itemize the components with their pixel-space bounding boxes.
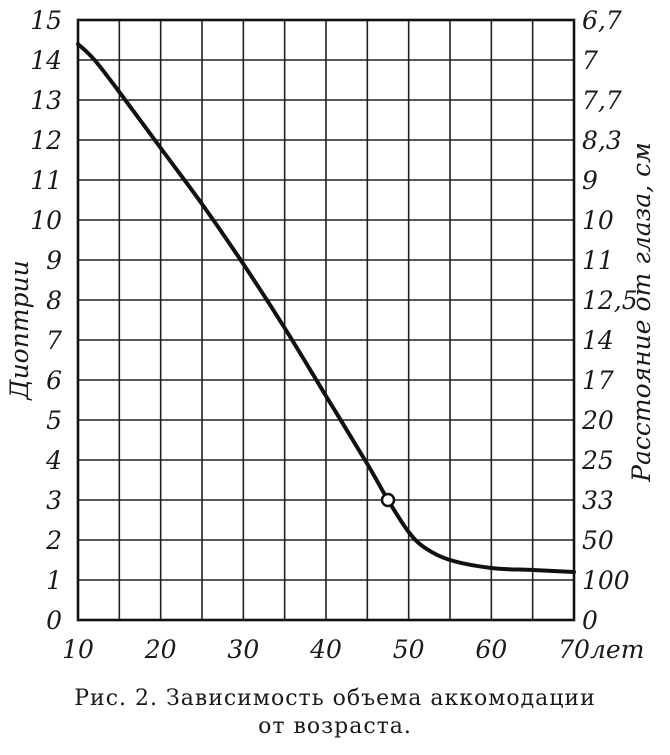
y-tick-label: 2 xyxy=(45,526,62,555)
y2-tick-label: 12,5 xyxy=(582,286,638,315)
y2-axis-label: Расстояние от глаза, см xyxy=(627,142,656,483)
x-tick-label: 50 xyxy=(393,635,425,664)
y-tick-label: 11 xyxy=(30,166,62,195)
y-tick-label: 5 xyxy=(46,406,62,435)
x-unit-label: лет xyxy=(590,635,644,664)
x-tick-label: 40 xyxy=(309,635,342,664)
grid xyxy=(78,20,574,620)
y2-tick-label: 11 xyxy=(582,246,614,275)
y2-tick-label: 50 xyxy=(582,526,614,555)
y2-tick-label: 14 xyxy=(582,326,614,355)
y-tick-label: 7 xyxy=(46,326,62,355)
y2-tick-label: 33 xyxy=(582,486,614,515)
y-tick-label: 1 xyxy=(46,566,62,595)
x-tick-label: 60 xyxy=(475,635,507,664)
y2-tick-label: 7,7 xyxy=(582,86,622,115)
y2-tick-label: 7 xyxy=(582,46,598,75)
y-tick-label: 0 xyxy=(46,606,62,635)
y-tick-label: 8 xyxy=(46,286,62,315)
y2-tick-label: 10 xyxy=(582,206,614,235)
y-tick-label: 15 xyxy=(30,6,62,35)
y2-tick-label: 0 xyxy=(582,606,598,635)
y-axis-label: Диоптрии xyxy=(5,260,34,401)
y2-tick-label: 8,3 xyxy=(582,126,622,155)
y-tick-label: 6 xyxy=(46,366,62,395)
y-tick-label: 3 xyxy=(46,486,62,515)
x-tick-label: 70 xyxy=(558,635,590,664)
figure-caption-line1: Рис. 2. Зависимость объема аккомодации xyxy=(74,686,596,711)
figure-caption-line2: от возраста. xyxy=(258,714,412,739)
y2-tick-label: 25 xyxy=(581,446,614,475)
y-tick-label: 14 xyxy=(30,46,62,75)
x-tick-labels: 10 20 30 40 50 60 70 xyxy=(62,635,590,664)
y-tick-label: 10 xyxy=(30,206,62,235)
y2-tick-label: 20 xyxy=(581,406,614,435)
x-tick-label: 10 xyxy=(62,635,94,664)
y-tick-label: 13 xyxy=(30,86,62,115)
x-tick-label: 30 xyxy=(227,635,259,664)
x-tick-label: 20 xyxy=(144,635,177,664)
plot-frame xyxy=(76,18,576,622)
y2-tick-label: 6,7 xyxy=(582,6,622,35)
y-tick-label: 9 xyxy=(46,246,62,275)
y2-tick-label: 100 xyxy=(582,566,630,595)
accommodation-curve xyxy=(76,42,576,574)
y2-tick-label: 9 xyxy=(582,166,598,195)
y-tick-label: 4 xyxy=(45,446,62,475)
y2-tick-labels: 0 100 50 33 25 20 17 14 12,5 11 10 9 8,3 7,7 7 6,7 xyxy=(581,6,638,635)
data-point-marker xyxy=(380,492,396,508)
y2-tick-label: 17 xyxy=(582,366,614,395)
y-tick-label: 12 xyxy=(30,126,62,155)
